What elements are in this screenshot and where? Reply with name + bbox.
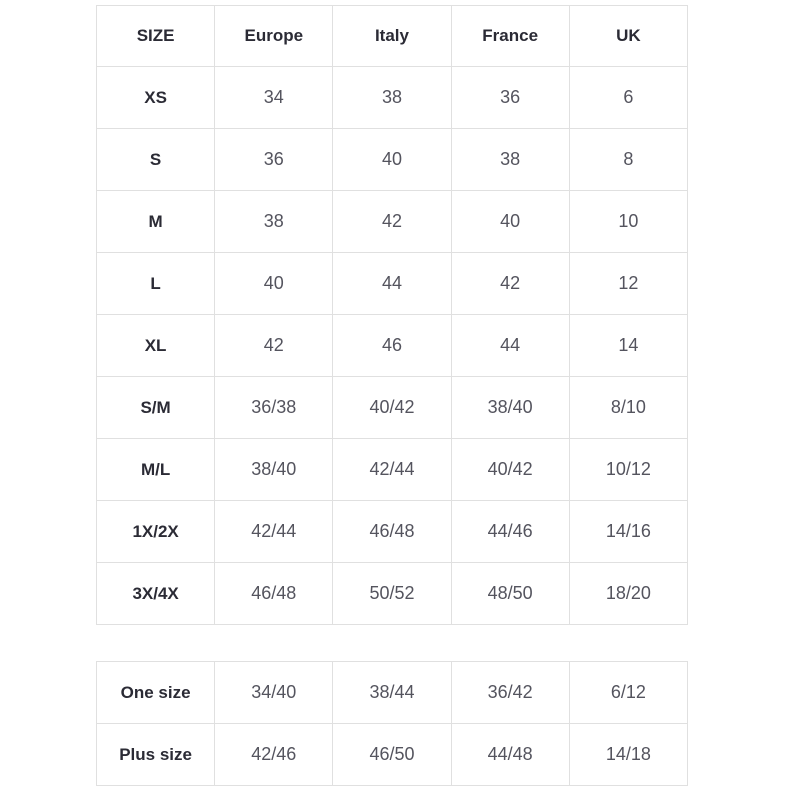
table-cell: 44 <box>450 314 570 377</box>
table-row: 1X/2X 42/44 46/48 44/46 14/16 <box>95 500 689 563</box>
table-cell: 10 <box>568 190 689 253</box>
table-cell: 34 <box>214 66 334 129</box>
size-conversion-section: SIZE Europe Italy France UK XS 34 38 36 … <box>95 5 689 786</box>
table-cell: 6 <box>568 66 689 129</box>
table-cell: 44/46 <box>450 500 570 563</box>
table-cell: 44 <box>332 252 452 315</box>
table-cell: 34/40 <box>214 661 334 724</box>
column-header-italy: Italy <box>332 5 452 67</box>
table-cell: 40 <box>450 190 570 253</box>
table-cell: 6/12 <box>568 661 689 724</box>
row-label: L <box>95 252 216 315</box>
row-label: XS <box>95 66 216 129</box>
table-cell: 46 <box>332 314 452 377</box>
table-cell: 36 <box>214 128 334 191</box>
row-label: M/L <box>95 438 216 501</box>
table-cell: 42/44 <box>214 500 334 563</box>
table-cell: 8/10 <box>568 376 689 439</box>
table-cell: 42 <box>332 190 452 253</box>
table-cell: 44/48 <box>450 723 570 786</box>
column-header-france: France <box>450 5 570 67</box>
row-label: XL <box>95 314 216 377</box>
table-cell: 40/42 <box>332 376 452 439</box>
table-row: 3X/4X 46/48 50/52 48/50 18/20 <box>95 562 689 625</box>
row-label: One size <box>95 661 216 724</box>
table-cell: 40 <box>332 128 452 191</box>
row-label: 3X/4X <box>95 562 216 625</box>
table-cell: 38/40 <box>450 376 570 439</box>
column-header-size: SIZE <box>95 5 216 67</box>
table-cell: 46/48 <box>214 562 334 625</box>
table-cell: 10/12 <box>568 438 689 501</box>
table-cell: 40 <box>214 252 334 315</box>
row-label: Plus size <box>95 723 216 786</box>
table-row: Plus size 42/46 46/50 44/48 14/18 <box>95 723 689 786</box>
table-cell: 48/50 <box>450 562 570 625</box>
table-row: XL 42 46 44 14 <box>95 314 689 377</box>
table-row: M/L 38/40 42/44 40/42 10/12 <box>95 438 689 501</box>
row-label: M <box>95 190 216 253</box>
table-cell: 42/44 <box>332 438 452 501</box>
table-cell: 14/18 <box>568 723 689 786</box>
table-row: S 36 40 38 8 <box>95 128 689 191</box>
column-header-europe: Europe <box>214 5 334 67</box>
table-cell: 38/44 <box>332 661 452 724</box>
row-label: S/M <box>95 376 216 439</box>
table-cell: 38/40 <box>214 438 334 501</box>
size-conversion-table: SIZE Europe Italy France UK XS 34 38 36 … <box>95 5 689 625</box>
table-cell: 36/42 <box>450 661 570 724</box>
table-row: L 40 44 42 12 <box>95 252 689 315</box>
table-cell: 50/52 <box>332 562 452 625</box>
table-cell: 36 <box>450 66 570 129</box>
table-row: One size 34/40 38/44 36/42 6/12 <box>95 661 689 724</box>
table-cell: 36/38 <box>214 376 334 439</box>
table-cell: 38 <box>214 190 334 253</box>
table-cell: 8 <box>568 128 689 191</box>
header-row: SIZE Europe Italy France UK <box>95 5 689 67</box>
table-cell: 12 <box>568 252 689 315</box>
special-sizes-table: One size 34/40 38/44 36/42 6/12 Plus siz… <box>95 661 689 786</box>
table-cell: 42 <box>450 252 570 315</box>
table-cell: 46/50 <box>332 723 452 786</box>
row-label: S <box>95 128 216 191</box>
table-cell: 14/16 <box>568 500 689 563</box>
table-row: S/M 36/38 40/42 38/40 8/10 <box>95 376 689 439</box>
table-cell: 38 <box>450 128 570 191</box>
column-header-uk: UK <box>568 5 689 67</box>
table-cell: 46/48 <box>332 500 452 563</box>
table-cell: 18/20 <box>568 562 689 625</box>
table-cell: 40/42 <box>450 438 570 501</box>
table-cell: 38 <box>332 66 452 129</box>
row-label: 1X/2X <box>95 500 216 563</box>
table-row: XS 34 38 36 6 <box>95 66 689 129</box>
table-cell: 42 <box>214 314 334 377</box>
table-gap <box>96 625 688 661</box>
table-row: M 38 42 40 10 <box>95 190 689 253</box>
table-cell: 14 <box>568 314 689 377</box>
table-cell: 42/46 <box>214 723 334 786</box>
